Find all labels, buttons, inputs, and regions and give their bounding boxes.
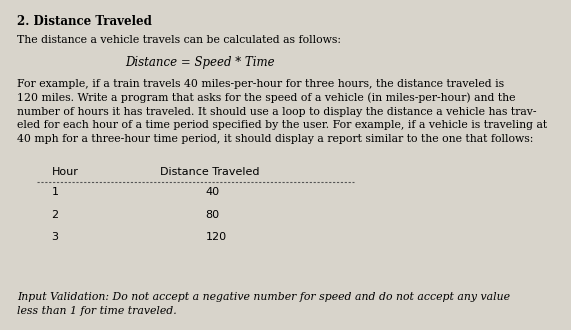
Text: Distance Traveled: Distance Traveled: [160, 167, 259, 177]
Text: 120: 120: [206, 232, 227, 242]
Text: 3: 3: [51, 232, 58, 242]
Text: 40: 40: [206, 187, 220, 197]
Text: 2: 2: [51, 210, 58, 220]
Text: Input Validation: Do not accept a negative number for speed and do not accept an: Input Validation: Do not accept a negati…: [17, 292, 510, 316]
Text: 1: 1: [51, 187, 58, 197]
Text: 80: 80: [206, 210, 220, 220]
Text: 2. Distance Traveled: 2. Distance Traveled: [17, 15, 152, 28]
Text: The distance a vehicle travels can be calculated as follows:: The distance a vehicle travels can be ca…: [17, 35, 341, 45]
Text: Hour: Hour: [51, 167, 78, 177]
Text: For example, if a train travels 40 miles-per-hour for three hours, the distance : For example, if a train travels 40 miles…: [17, 79, 547, 144]
Text: Distance = Speed * Time: Distance = Speed * Time: [126, 56, 275, 69]
